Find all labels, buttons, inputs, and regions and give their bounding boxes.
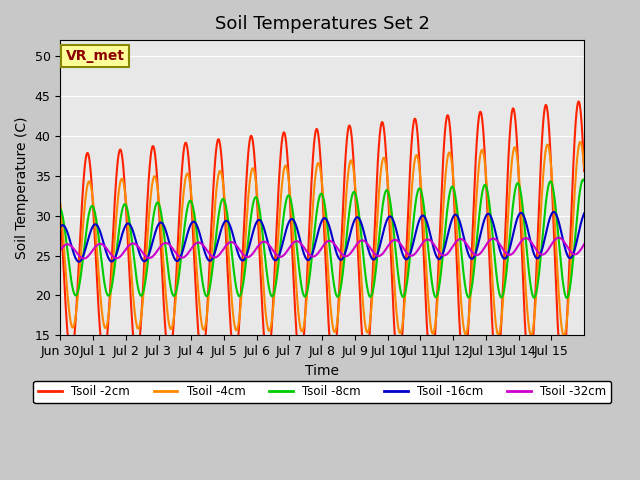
Tsoil -32cm	[580, 241, 588, 247]
Tsoil -32cm	[446, 248, 454, 254]
Tsoil -16cm	[550, 209, 557, 215]
Tsoil -4cm	[445, 150, 453, 156]
Tsoil -32cm	[56, 247, 64, 253]
Tsoil -32cm	[574, 250, 582, 256]
Tsoil -16cm	[446, 224, 454, 230]
Tsoil -4cm	[298, 328, 306, 334]
Tsoil -8cm	[138, 292, 146, 298]
Tsoil -16cm	[574, 233, 582, 239]
Tsoil -8cm	[56, 205, 64, 211]
Tsoil -4cm	[560, 333, 568, 339]
Tsoil -16cm	[308, 251, 316, 256]
Tsoil -4cm	[577, 139, 584, 145]
Y-axis label: Soil Temperature (C): Soil Temperature (C)	[15, 117, 29, 259]
Tsoil -8cm	[308, 252, 316, 257]
Tsoil -8cm	[298, 288, 306, 293]
Tsoil -16cm	[76, 259, 83, 264]
Tsoil -8cm	[580, 178, 588, 183]
Tsoil -2cm	[308, 168, 316, 173]
Tsoil -32cm	[299, 243, 307, 249]
Tsoil -8cm	[522, 240, 530, 246]
Legend: Tsoil -2cm, Tsoil -4cm, Tsoil -8cm, Tsoil -16cm, Tsoil -32cm: Tsoil -2cm, Tsoil -4cm, Tsoil -8cm, Tsoi…	[33, 381, 611, 403]
Tsoil -8cm	[579, 177, 587, 182]
Tsoil -2cm	[575, 98, 582, 104]
Tsoil -2cm	[522, 341, 530, 347]
Tsoil -8cm	[574, 207, 582, 213]
Tsoil -32cm	[523, 235, 531, 241]
Tsoil -2cm	[559, 368, 566, 374]
Line: Tsoil -32cm: Tsoil -32cm	[60, 238, 584, 259]
Text: VR_met: VR_met	[65, 49, 125, 63]
Tsoil -4cm	[56, 200, 64, 206]
Line: Tsoil -8cm: Tsoil -8cm	[60, 180, 584, 298]
Tsoil -2cm	[580, 168, 588, 174]
Tsoil -32cm	[308, 253, 316, 259]
Tsoil -2cm	[298, 352, 306, 358]
Tsoil -16cm	[56, 224, 64, 230]
Tsoil -4cm	[522, 292, 530, 298]
X-axis label: Time: Time	[305, 363, 339, 378]
Tsoil -32cm	[80, 256, 88, 262]
Tsoil -16cm	[580, 211, 588, 216]
Tsoil -16cm	[523, 221, 531, 227]
Tsoil -32cm	[139, 250, 147, 255]
Tsoil -4cm	[580, 165, 588, 171]
Tsoil -4cm	[138, 305, 146, 311]
Tsoil -4cm	[308, 213, 316, 218]
Line: Tsoil -2cm: Tsoil -2cm	[60, 101, 584, 371]
Tsoil -16cm	[139, 257, 147, 263]
Title: Soil Temperatures Set 2: Soil Temperatures Set 2	[215, 15, 429, 33]
Line: Tsoil -16cm: Tsoil -16cm	[60, 212, 584, 262]
Tsoil -2cm	[138, 300, 146, 305]
Tsoil -16cm	[299, 247, 307, 252]
Tsoil -8cm	[445, 192, 453, 198]
Tsoil -2cm	[56, 204, 64, 210]
Tsoil -8cm	[563, 295, 571, 301]
Tsoil -2cm	[574, 101, 582, 107]
Line: Tsoil -4cm: Tsoil -4cm	[60, 142, 584, 336]
Tsoil -4cm	[574, 151, 582, 156]
Tsoil -2cm	[445, 119, 453, 125]
Tsoil -32cm	[555, 235, 563, 240]
